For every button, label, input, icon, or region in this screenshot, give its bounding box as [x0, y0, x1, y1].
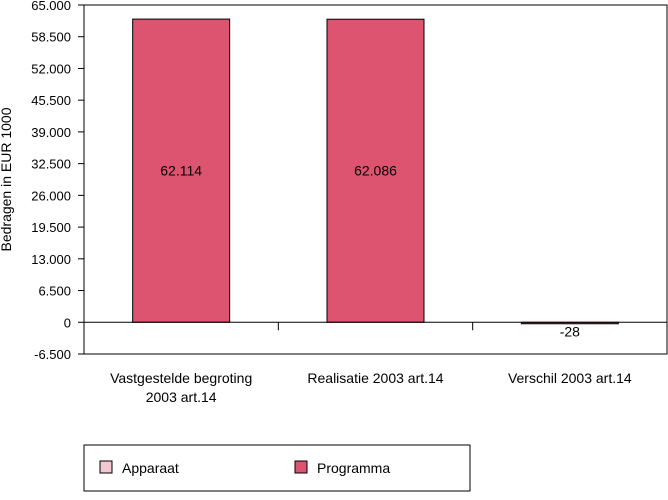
y-tick-label: 0 — [64, 315, 71, 330]
legend-swatch — [294, 460, 308, 474]
legend: Apparaat Programma — [83, 444, 471, 492]
data-label: 62.086 — [354, 163, 397, 179]
y-axis-label: Bedragen in EUR 1000 — [0, 107, 14, 251]
y-tick-label: 58.500 — [31, 30, 71, 45]
legend-label: Programma — [317, 460, 390, 476]
y-tick-label: 13.000 — [31, 252, 71, 267]
y-tick-label: -6.500 — [34, 347, 71, 362]
bar-programma — [326, 18, 425, 323]
data-label: -28 — [560, 323, 580, 339]
y-tick-label: 19.500 — [31, 220, 71, 235]
y-tick-label: 6.500 — [38, 284, 71, 299]
axes: 65.000 58.500 52.000 45.500 39.000 32.500 26.0… — [0, 0, 668, 362]
x-category-label: 2003 art.14 — [146, 389, 217, 405]
x-category-label: Realisatie 2003 art.14 — [307, 370, 443, 386]
data-label: 62.114 — [160, 163, 202, 179]
plot-frame — [83, 4, 668, 355]
legend-swatch — [99, 460, 113, 474]
y-tick-label: 32.500 — [31, 157, 71, 172]
y-tick-label: 26.000 — [31, 188, 71, 203]
plot-area: 62.114 62.086 -28 — [132, 18, 619, 339]
x-category-label: Vastgestelde begroting — [110, 370, 252, 386]
x-category-label: Verschil 2003 art.14 — [508, 370, 632, 386]
y-tick-label: 39.000 — [31, 125, 71, 140]
legend-label: Apparaat — [122, 460, 179, 476]
y-tick-label: 45.500 — [31, 93, 71, 108]
category-labels: Vastgestelde begroting 2003 art.14 Realisa… — [110, 370, 632, 405]
legend-box — [83, 444, 471, 492]
y-tick-label: 65.000 — [31, 0, 71, 13]
bar-programma — [132, 18, 231, 323]
y-tick-label: 52.000 — [31, 61, 71, 76]
